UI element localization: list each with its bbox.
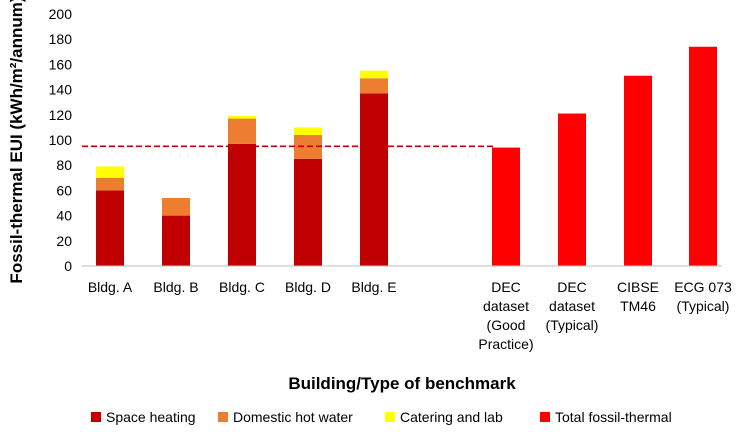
y-tick-label: 160 xyxy=(49,56,73,72)
bar-segment-3 xyxy=(294,127,322,135)
legend-swatch xyxy=(218,412,228,422)
legend: Space heating Domestic hot water Catering … xyxy=(91,409,672,425)
x-axis-title: Building/Type of benchmark xyxy=(288,374,516,393)
legend-label: Space heating xyxy=(106,409,196,425)
bar-segment-2 xyxy=(360,78,388,94)
x-tick-label: Bldg. A xyxy=(88,279,133,295)
x-tick-label: ECG 073 (Typical) xyxy=(674,279,732,314)
y-tick-label: 40 xyxy=(56,208,72,224)
legend-swatch xyxy=(385,412,395,422)
bar-segment-4 xyxy=(558,113,586,266)
legend-swatch xyxy=(540,412,550,422)
bar-segment-3 xyxy=(96,166,124,178)
bar-segment-3 xyxy=(360,70,388,79)
bar-segment-2 xyxy=(228,118,256,144)
bar-segment-4 xyxy=(492,147,520,266)
x-tick-label: Bldg. E xyxy=(351,279,396,295)
y-tick-label: 20 xyxy=(56,233,72,249)
bar-segment-3 xyxy=(228,116,256,119)
bar-segment-2 xyxy=(162,197,190,216)
legend-swatch xyxy=(91,412,101,422)
bars xyxy=(96,46,717,267)
y-tick-label: 200 xyxy=(49,6,73,22)
x-tick-label: DEC dataset (Typical) xyxy=(546,279,599,333)
x-tick-label: Bldg. C xyxy=(219,279,265,295)
bar-segment-2 xyxy=(96,177,124,191)
x-tick-label: DEC dataset (Good Practice) xyxy=(478,279,533,352)
y-tick-label: 60 xyxy=(56,182,72,198)
x-tick-label: Bldg. B xyxy=(153,279,198,295)
y-axis-ticks: 0 20 40 60 80 100 120 140 160 180 200 xyxy=(49,6,73,274)
bar-segment-1 xyxy=(360,93,388,266)
y-tick-label: 80 xyxy=(56,157,72,173)
y-tick-label: 0 xyxy=(64,258,72,274)
y-axis-title: Fossil-thermal EUI (kWh/m²/annum) xyxy=(7,0,26,284)
y-tick-label: 140 xyxy=(49,82,73,98)
legend-label: Domestic hot water xyxy=(233,409,353,425)
legend-label: Total fossil-thermal xyxy=(555,409,672,425)
bar-segment-1 xyxy=(294,158,322,266)
y-tick-label: 180 xyxy=(49,31,73,47)
bar-segment-1 xyxy=(162,215,190,266)
bar-segment-4 xyxy=(689,46,717,267)
x-tick-label: Bldg. D xyxy=(285,279,331,295)
x-axis-labels: Bldg. A Bldg. B Bldg. C Bldg. D Bldg. E DEC da… xyxy=(88,279,732,352)
x-tick-label: CIBSE TM46 xyxy=(617,279,659,314)
bar-segment-4 xyxy=(624,75,652,267)
y-tick-label: 120 xyxy=(49,107,73,123)
bar-segment-1 xyxy=(228,143,256,266)
y-tick-label: 100 xyxy=(49,132,73,148)
legend-label: Catering and lab xyxy=(400,409,503,425)
bar-segment-1 xyxy=(96,190,124,266)
